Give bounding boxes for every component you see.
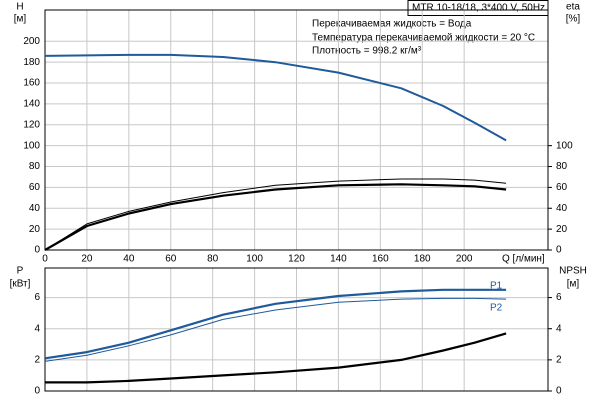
curve-label: P1 (490, 281, 503, 292)
y-tick-label: 160 (23, 78, 40, 89)
x-tick-label: 200 (456, 254, 473, 265)
y-tick-label: 0 (34, 386, 40, 397)
curve (44, 297, 507, 362)
curve (44, 178, 507, 251)
y2-tick-label: 0 (556, 245, 562, 256)
y-tick-label: 120 (23, 119, 40, 130)
curve (44, 288, 507, 360)
y-unit: [кВт] (10, 279, 31, 290)
y2-tick-label: 4 (556, 323, 562, 334)
y-tick-label: 180 (23, 57, 40, 68)
curve (44, 183, 507, 251)
x-tick-label: 40 (123, 254, 135, 265)
x-tick-label: 120 (288, 254, 305, 265)
y2-tick-label: 60 (556, 182, 568, 193)
y-tick-label: 6 (34, 292, 40, 303)
y2-tick-label: 100 (556, 140, 573, 151)
title-box (407, 0, 549, 16)
y2-tick-label: 80 (556, 161, 568, 172)
y-unit: [м] (14, 14, 27, 25)
y2-tick-label: 2 (556, 355, 562, 366)
x-tick-label: 80 (207, 254, 219, 265)
x-tick-label: 160 (372, 254, 389, 265)
annotation: Температура перекачиваемой жидкости = 20… (312, 33, 535, 44)
curve-label: P2 (490, 303, 503, 314)
y-tick-label: 0 (34, 245, 40, 256)
plot-frame (44, 267, 549, 392)
y2-tick-label: 40 (556, 203, 568, 214)
y2-label: eta (566, 2, 580, 13)
y-tick-label: 60 (29, 182, 41, 193)
annotation: Перекачиваемая жидкость = Вода (312, 19, 472, 30)
x-tick-label: 20 (81, 254, 93, 265)
plot-frame (44, 9, 549, 251)
y-tick-label: 2 (34, 355, 40, 366)
y-tick-label: 20 (29, 224, 41, 235)
y-label: H (16, 2, 23, 13)
x-tick-label: 180 (414, 254, 431, 265)
y2-unit: [м] (567, 279, 580, 290)
y-label: P (17, 266, 24, 277)
y2-unit: [%] (566, 14, 581, 25)
y-tick-label: 100 (23, 140, 40, 151)
y2-tick-label: 0 (556, 386, 562, 397)
y2-tick-label: 20 (556, 224, 568, 235)
x-tick-label: 60 (165, 254, 177, 265)
annotation: Плотность = 998.2 кг/м³ (312, 46, 422, 57)
y-tick-label: 80 (29, 161, 41, 172)
chart-title: MTR 10-18/18, 3*400 V, 50Hz (412, 3, 545, 14)
curve (44, 53, 507, 142)
y-tick-label: 4 (34, 323, 40, 334)
x-tick-label: 140 (330, 254, 347, 265)
x-label: Q [л/мин] (502, 254, 545, 265)
y-tick-label: 140 (23, 99, 40, 110)
y-tick-label: 200 (23, 36, 40, 47)
y2-label: NPSH (559, 266, 587, 277)
y2-tick-label: 6 (556, 292, 562, 303)
x-tick-label: 0 (42, 254, 48, 265)
x-tick-label: 100 (246, 254, 263, 265)
curve (45, 332, 507, 384)
y-tick-label: 40 (29, 203, 41, 214)
